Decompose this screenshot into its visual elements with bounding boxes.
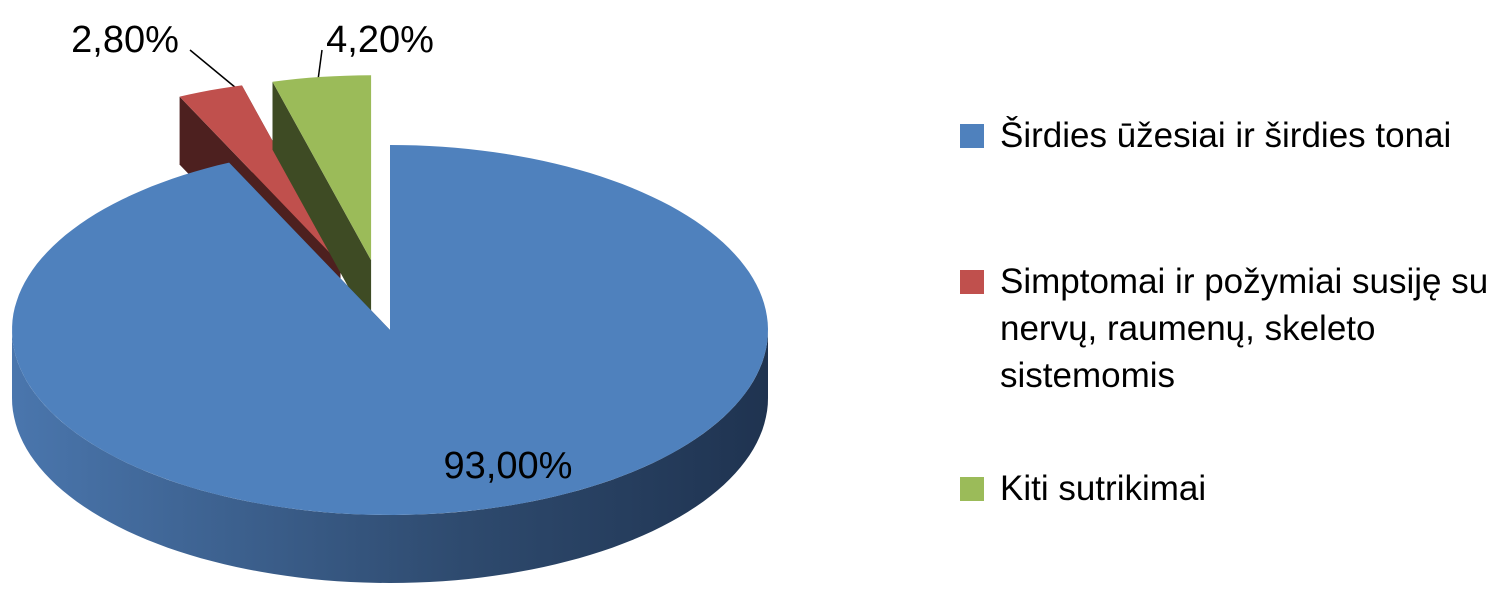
legend-item: Širdies ūžesiai ir širdies tonai (960, 112, 1500, 159)
legend-label: Širdies ūžesiai ir širdies tonai (1000, 116, 1452, 155)
data-label: 93,00% (444, 445, 573, 487)
legend-label: Simptomai ir požymiai susiję su nervų, r… (1000, 262, 1489, 395)
data-label: 2,80% (71, 19, 179, 61)
slice (272, 75, 372, 261)
legend-swatch (960, 124, 984, 148)
slice-side (12, 330, 768, 583)
legend-item: Kiti sutrikimai (960, 465, 1500, 512)
leader-line (189, 49, 237, 89)
slice (12, 145, 769, 515)
slice (179, 85, 341, 265)
slice-wall (272, 81, 372, 329)
legend-swatch (960, 270, 984, 294)
legend-label: Kiti sutrikimai (1000, 469, 1207, 508)
legend-swatch (960, 477, 984, 501)
data-label: 4,20% (326, 19, 434, 61)
legend-item: Simptomai ir požymiai susiję su nervų, r… (960, 258, 1500, 399)
leader-line (317, 49, 323, 81)
